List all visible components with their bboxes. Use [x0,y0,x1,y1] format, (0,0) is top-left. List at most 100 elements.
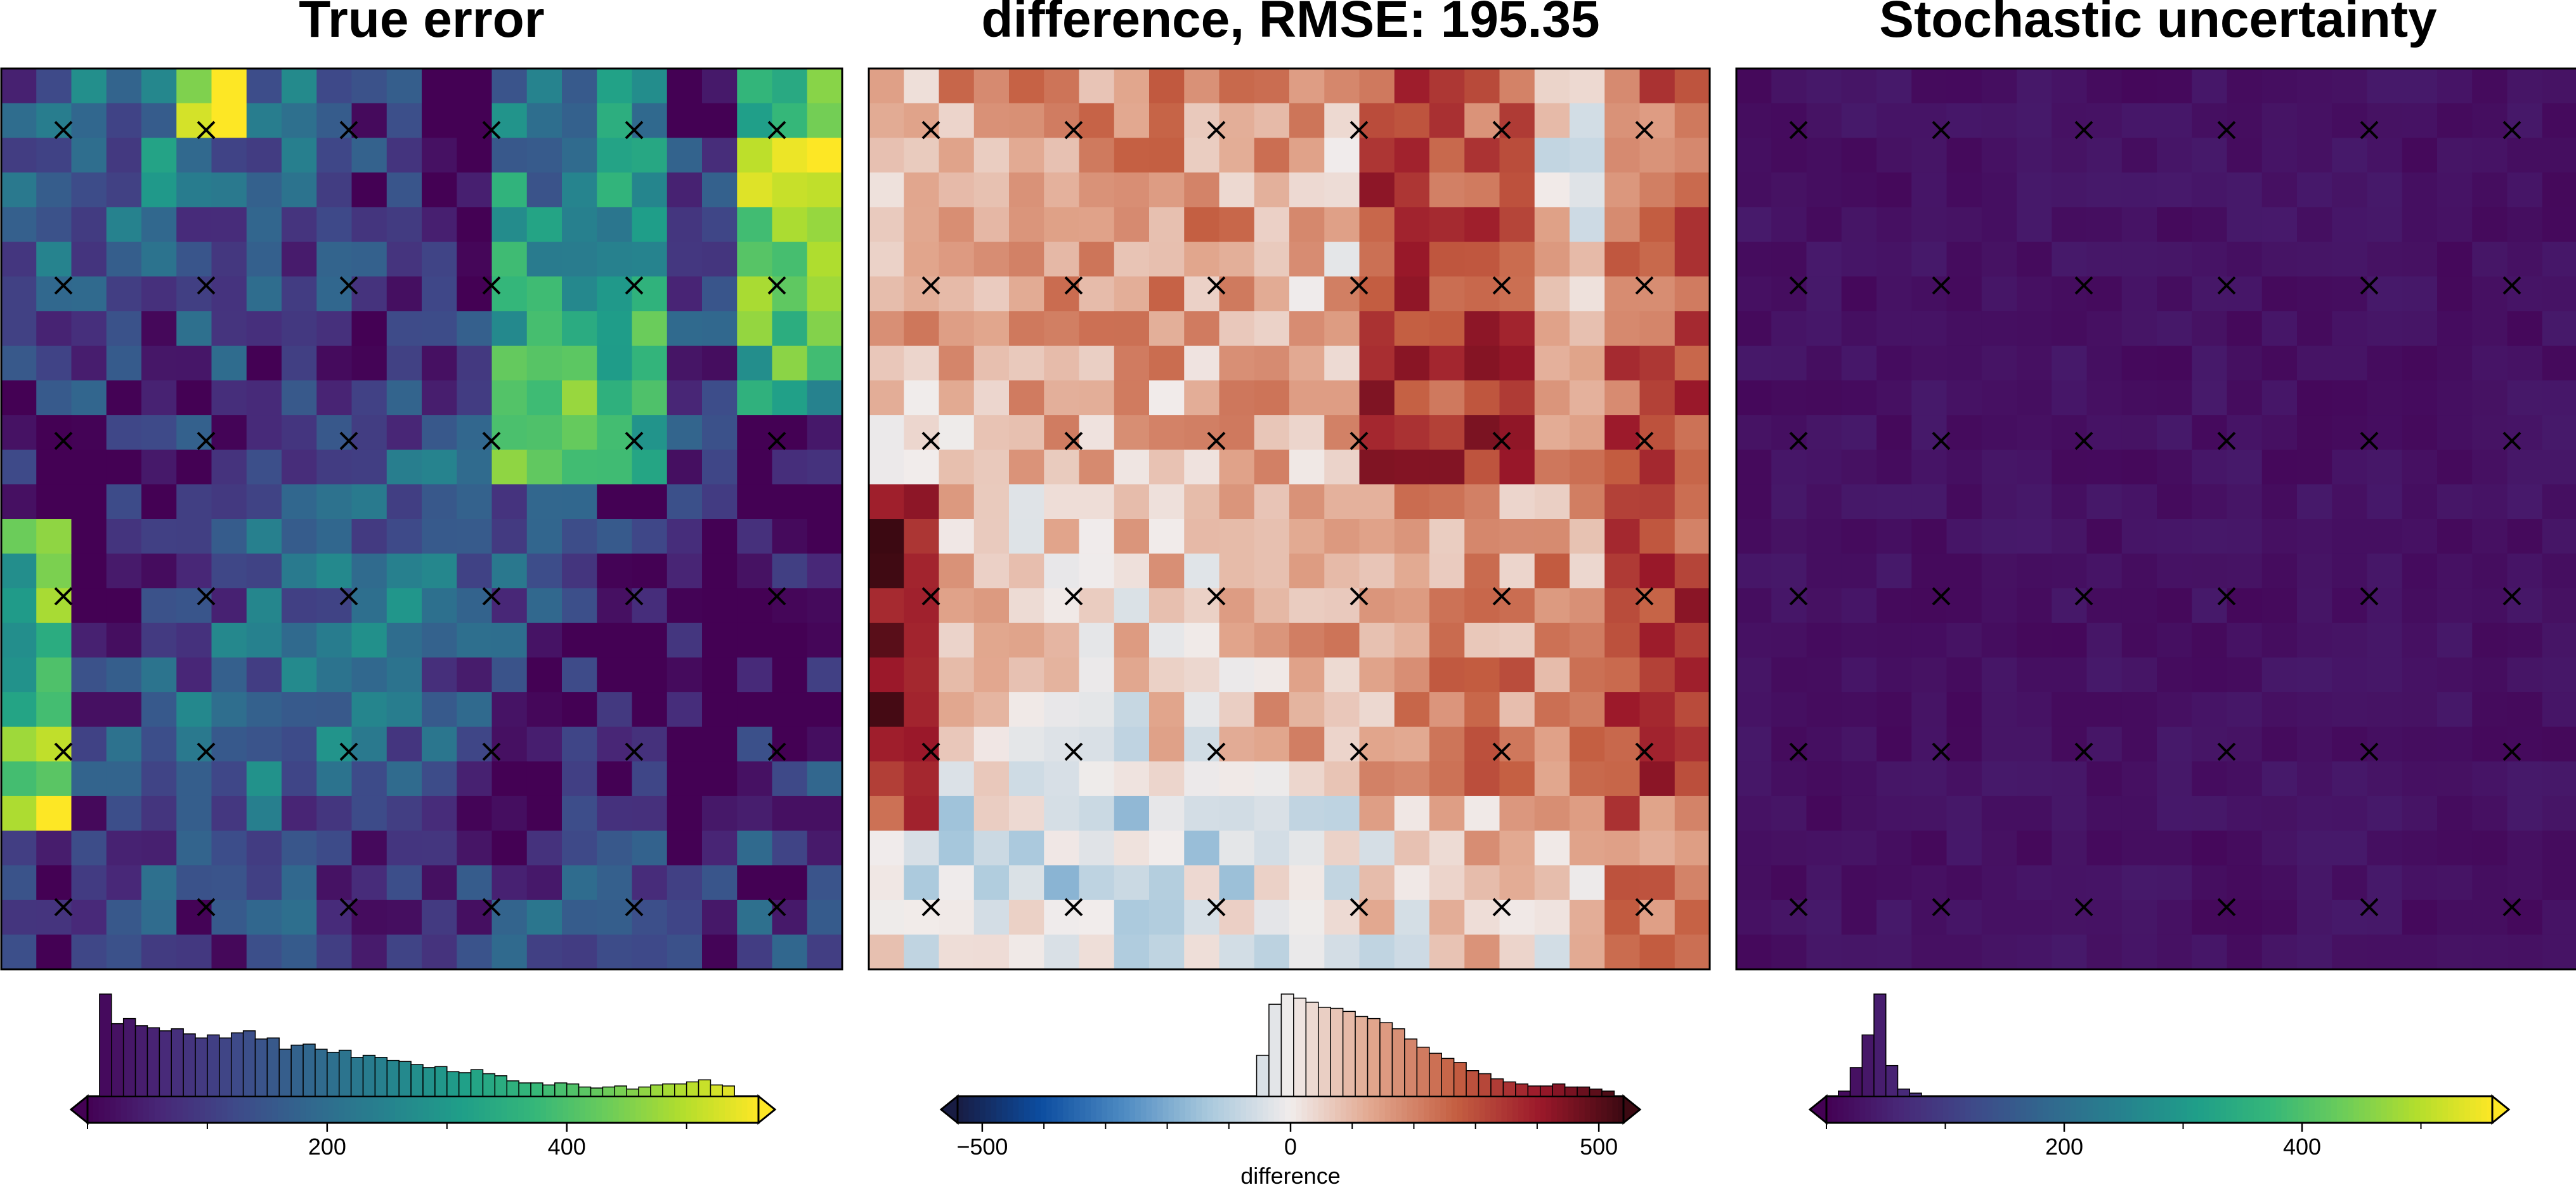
heatmap-cell [1570,692,1605,728]
heatmap-cell [772,795,808,832]
heatmap-cell [1534,761,1570,797]
colorbar-extend-low [939,1094,959,1125]
heatmap-cell [562,449,597,485]
heatmap-cell [2157,900,2192,935]
heatmap-cell [1254,553,1290,589]
heatmap-cell [36,553,72,589]
heatmap-cell [1464,553,1500,589]
heatmap-cell [1114,69,1150,104]
heatmap-cell [2017,622,2052,658]
heatmap-cell [36,207,72,242]
heatmap-cell [1736,622,1772,658]
heatmap-cell [2121,103,2157,138]
colorbar-segment [389,1096,396,1123]
heatmap-cell [422,172,457,208]
heatmap-cell [2297,242,2332,277]
heatmap-cell [632,865,668,901]
heatmap-cell [1254,622,1290,658]
colorbar-segment [1168,1096,1175,1123]
heatmap-cell [1009,276,1044,311]
heatmap-cell [702,519,738,554]
heatmap-cell [422,761,457,797]
colorbar-segment [1904,1096,1911,1123]
heatmap-cell [2157,138,2192,173]
heatmap-cell [1289,484,1325,520]
heatmap-cell [1009,484,1044,520]
heatmap-cell [71,657,107,693]
heatmap-cell [106,207,142,242]
heatmap-cell [386,415,422,450]
heatmap-cell [141,519,177,554]
colorbar-segment [568,1096,575,1123]
colorbar-segment [1224,1096,1230,1123]
heatmap-cell [2192,519,2228,554]
heatmap-cell [1289,519,1325,554]
sample-marker [54,587,73,606]
heatmap-cell [71,934,107,970]
heatmap-cell [1534,415,1570,450]
heatmap-cell [1149,761,1185,797]
heatmap-cell [2227,69,2263,104]
heatmap-cell [1841,276,1877,311]
sample-marker [339,898,358,917]
sample-marker [1350,276,1369,295]
heatmap-cell [36,934,72,970]
colorbar-segment [2093,1096,2099,1123]
heatmap-cell [1359,795,1395,832]
heatmap-cell [1394,692,1430,728]
heatmap-cell [106,588,142,624]
heatmap-cell [667,69,703,104]
colorbar-segment [1324,1096,1330,1123]
heatmap-cell [1464,345,1500,381]
heatmap-cell [2052,138,2088,173]
heatmap-cell [667,484,703,520]
colorbar-segment [261,1096,267,1123]
heatmap-cell [1806,69,1842,104]
heatmap-cell [2472,692,2508,728]
heatmap-cell [457,415,493,450]
heatmap-cell [141,242,177,277]
heatmap-cell [1639,934,1675,970]
heatmap-cell [2192,622,2228,658]
heatmap-cell [2227,900,2263,935]
heatmap-cell [1,622,37,658]
sample-marker [197,742,216,761]
heatmap-cell [2261,761,2298,797]
heatmap-cell [1,553,37,589]
colorbar-segment [1235,1096,1242,1123]
colorbar-segment [2315,1096,2321,1123]
heatmap-cell [2121,657,2157,693]
heatmap-cell [562,484,597,520]
heatmap-cell [36,830,72,866]
heatmap-cell [36,761,72,797]
heatmap-cell [1534,692,1570,728]
heatmap-cell [2297,276,2332,311]
heatmap-cell [597,172,633,208]
colorbar-frame [1825,1095,2494,1124]
heatmap-cell [702,865,738,901]
heatmap-cell [1,484,37,520]
heatmap-cell [1219,276,1255,311]
heatmap-cell [1464,588,1500,624]
heatmap-cell [2507,519,2543,554]
heatmap-cell [1009,415,1044,450]
heatmap-cell [1,657,37,693]
heatmap-cell [1534,276,1570,311]
histogram-bar [710,1084,724,1097]
heatmap-cell [282,657,317,693]
heatmap-cell [2227,345,2263,381]
heatmap-cell [1534,830,1570,866]
heatmap-cell [2086,622,2123,658]
heatmap-cell [562,934,597,970]
heatmap-cell [973,380,1010,416]
heatmap-cell [1570,345,1605,381]
heatmap-cell [562,415,597,450]
heatmap-cell [1499,830,1535,866]
sample-marker [767,742,786,761]
heatmap-cell [869,761,904,797]
heatmap-cell [1877,934,1912,970]
heatmap-cell [702,553,738,589]
heatmap-cell [2297,207,2332,242]
heatmap-cell [1219,103,1255,138]
heatmap-cell [1981,692,2017,728]
